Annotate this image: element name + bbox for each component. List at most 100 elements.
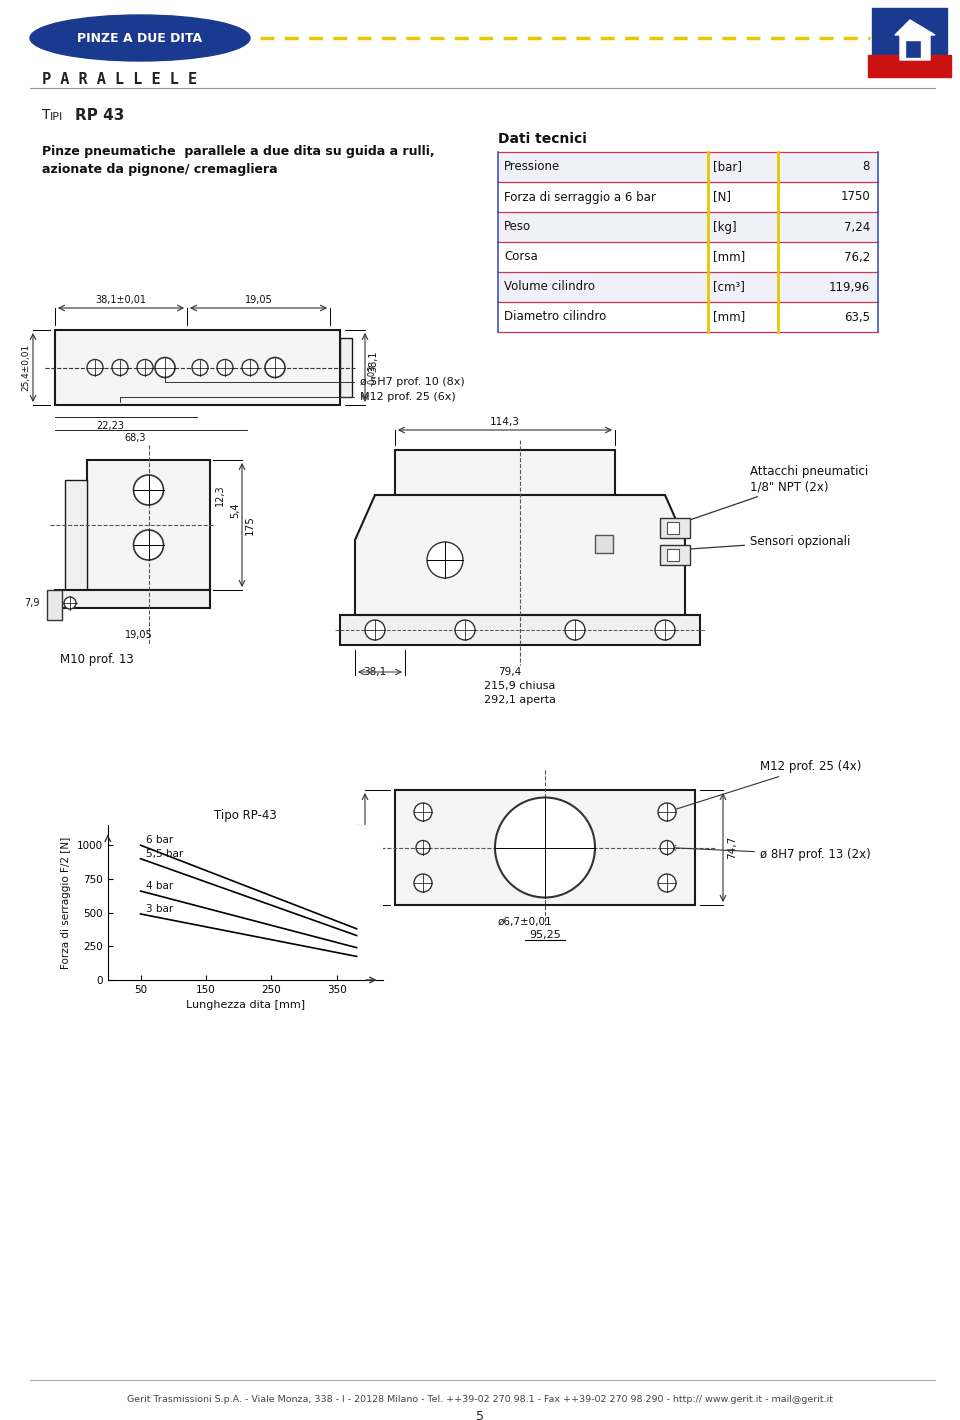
Text: IPI: IPI [50,112,63,122]
Text: 3 bar: 3 bar [146,905,173,914]
Circle shape [112,359,128,375]
FancyBboxPatch shape [905,40,921,58]
Text: -0,03: -0,03 [368,365,377,386]
FancyBboxPatch shape [595,535,613,552]
Text: [mm]: [mm] [713,311,745,324]
Text: Pressione: Pressione [504,160,561,173]
Text: M12 prof. 25 (4x): M12 prof. 25 (4x) [671,760,861,812]
Text: 74,7: 74,7 [727,836,737,859]
Circle shape [242,359,258,375]
Text: 19,05: 19,05 [125,630,153,640]
Circle shape [495,798,595,897]
FancyBboxPatch shape [498,182,878,212]
Text: 68,3: 68,3 [124,433,146,443]
Text: 63,5: 63,5 [844,311,870,324]
FancyBboxPatch shape [660,545,690,565]
Circle shape [660,841,674,855]
Text: Pinze pneumatiche  parallele a due dita su guida a rulli,: Pinze pneumatiche parallele a due dita s… [42,145,435,158]
Circle shape [365,621,385,640]
Text: 4 bar: 4 bar [146,880,173,890]
FancyBboxPatch shape [498,302,878,332]
FancyBboxPatch shape [660,518,690,538]
Text: Diametro cilindro: Diametro cilindro [504,311,607,324]
FancyBboxPatch shape [498,212,878,241]
Circle shape [565,621,585,640]
Text: 79,4: 79,4 [498,667,521,677]
Text: 38,1: 38,1 [368,351,378,372]
Circle shape [137,359,153,375]
Text: [N]: [N] [713,190,731,203]
Text: 8: 8 [863,160,870,173]
X-axis label: Lunghezza dita [mm]: Lunghezza dita [mm] [185,1001,305,1011]
Text: 114,3: 114,3 [490,417,520,427]
Text: 5,4: 5,4 [230,503,240,518]
Text: 95,25: 95,25 [529,930,561,940]
FancyBboxPatch shape [498,241,878,273]
FancyBboxPatch shape [55,329,340,405]
Text: Corsa: Corsa [504,250,538,264]
FancyBboxPatch shape [868,55,951,77]
FancyBboxPatch shape [55,589,210,608]
FancyBboxPatch shape [47,589,62,621]
Text: azionate da pignone/ cremagliera: azionate da pignone/ cremagliera [42,163,277,176]
FancyBboxPatch shape [498,273,878,302]
Text: 7,24: 7,24 [844,220,870,233]
Circle shape [64,596,76,609]
Text: 7,9: 7,9 [25,598,40,608]
Text: 19,05: 19,05 [245,295,273,305]
Text: 215,9 chiusa: 215,9 chiusa [484,682,556,692]
Polygon shape [355,496,685,615]
Circle shape [414,802,432,821]
FancyBboxPatch shape [340,615,700,645]
FancyBboxPatch shape [667,523,679,534]
Text: 25,4±0,01: 25,4±0,01 [21,344,30,390]
Circle shape [265,358,285,378]
Text: PINZE A DUE DITA: PINZE A DUE DITA [78,31,203,44]
Text: Gerit Trasmissioni S.p.A. - Viale Monza, 338 - I - 20128 Milano - Tel. ++39-02 2: Gerit Trasmissioni S.p.A. - Viale Monza,… [127,1394,833,1404]
FancyBboxPatch shape [87,460,210,589]
Text: [kg]: [kg] [713,220,736,233]
Text: ø 5H7 prof. 10 (8x): ø 5H7 prof. 10 (8x) [165,371,465,388]
FancyBboxPatch shape [667,550,679,561]
Text: 38,1: 38,1 [364,667,387,677]
Title: Tipo RP-43: Tipo RP-43 [214,809,276,822]
Circle shape [658,873,676,892]
Text: M12 prof. 25 (6x): M12 prof. 25 (6x) [120,392,456,402]
Text: 5: 5 [476,1410,484,1420]
Text: 119,96: 119,96 [828,281,870,294]
Circle shape [133,530,163,559]
Text: [cm³]: [cm³] [713,281,745,294]
FancyBboxPatch shape [498,152,878,182]
Circle shape [427,542,463,578]
Text: RP 43: RP 43 [75,108,125,124]
Text: Forza di serraggio a 6 bar: Forza di serraggio a 6 bar [504,190,656,203]
Y-axis label: Forza di serraggio F/2 [N]: Forza di serraggio F/2 [N] [61,836,71,968]
FancyBboxPatch shape [395,790,695,905]
Text: M10 prof. 13: M10 prof. 13 [60,653,133,666]
Text: 6 bar: 6 bar [146,835,173,845]
Text: Sensori opzionali: Sensori opzionali [679,535,851,552]
Ellipse shape [30,16,250,61]
Text: [bar]: [bar] [713,160,742,173]
Text: 12,3: 12,3 [215,484,225,506]
Text: 175: 175 [245,515,255,535]
FancyBboxPatch shape [395,450,615,496]
Circle shape [416,841,430,855]
Text: 50,8±0,01: 50,8±0,01 [351,822,361,873]
FancyBboxPatch shape [872,9,947,72]
Text: 292,1 aperta: 292,1 aperta [484,694,556,704]
Text: Peso: Peso [504,220,531,233]
Text: Dati tecnici: Dati tecnici [498,132,587,146]
Circle shape [133,476,163,506]
Text: 1750: 1750 [840,190,870,203]
FancyBboxPatch shape [65,480,87,589]
Text: 5,5 bar: 5,5 bar [146,849,183,859]
Polygon shape [895,20,935,60]
FancyBboxPatch shape [340,338,352,398]
Text: 38,1±0,01: 38,1±0,01 [95,295,147,305]
Text: [mm]: [mm] [713,250,745,264]
Circle shape [87,359,103,375]
Text: P A R A L L E L E: P A R A L L E L E [42,72,197,87]
Text: ø6,7±0,01: ø6,7±0,01 [497,917,552,927]
Text: 76,2: 76,2 [844,250,870,264]
